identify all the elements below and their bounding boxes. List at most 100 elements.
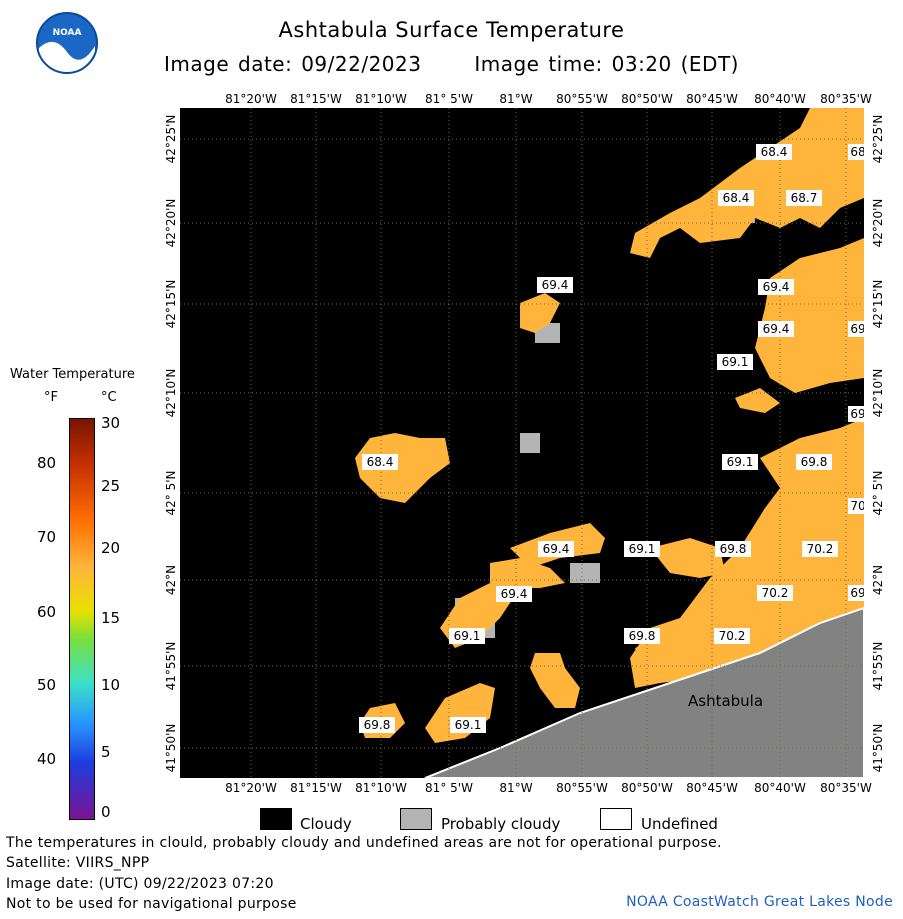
legend-title: Water Temperature <box>10 367 135 382</box>
longitude-label-top: 81°15'W <box>290 92 342 106</box>
noaa-logo-icon: NOAA <box>36 12 98 74</box>
temperature-label-box <box>756 144 792 160</box>
temperature-label: 69 <box>850 322 864 336</box>
latitude-label-right: 41°55'N <box>871 641 885 691</box>
undefined-label: Undefined <box>641 815 718 833</box>
fahrenheit-tick: 80 <box>37 454 57 472</box>
latitude-label-left: 42°20'N <box>164 198 178 248</box>
fahrenheit-tick: 50 <box>37 676 57 694</box>
temperature-label-box <box>802 541 838 557</box>
temperature-label: 69.1 <box>629 542 656 556</box>
temperature-labels: 68.4 68.4 68 68.7 69.4 69.4 69.4 69 69.1 69 68.4 69… <box>359 144 864 733</box>
latitude-label-right: 42°15'N <box>871 279 885 329</box>
temperature-label-box <box>758 279 794 295</box>
latitude-label-right: 42° 5'N <box>871 470 885 516</box>
temperature-map[interactable]: Ashtabula 68.4 68.4 68 68.7 69.4 69.4 69.4 69 69… <box>180 108 864 778</box>
latitude-label-right: 42°10'N <box>871 368 885 418</box>
longitude-label-top: 80°35'W <box>820 92 872 106</box>
temperature-label: 69.4 <box>763 322 790 336</box>
latitude-label-left: 42° 5'N <box>164 470 178 516</box>
celsius-tick: 20 <box>101 539 121 557</box>
fahrenheit-tick: 40 <box>37 750 57 768</box>
probably-cloudy-swatch <box>400 808 432 830</box>
temperature-label-box <box>848 585 864 601</box>
temperature-label-box <box>848 144 864 160</box>
temperature-label: 69.1 <box>727 455 754 469</box>
longitude-label-bottom: 80°50'W <box>621 781 673 795</box>
longitude-label-bottom: 81°15'W <box>290 781 342 795</box>
temperature-label-box <box>715 541 751 557</box>
temperature-label: 70.2 <box>807 542 834 556</box>
latitude-label-right: 42°25'N <box>871 114 885 164</box>
temperature-label-box <box>848 406 864 422</box>
temperature-label: 69.8 <box>801 455 828 469</box>
longitude-label-top: 80°50'W <box>621 92 673 106</box>
latitude-label-left: 42°N <box>164 564 178 596</box>
color-scale-bar <box>69 418 95 820</box>
temperature-label: 69.8 <box>364 718 391 732</box>
latitude-label-left: 41°55'N <box>164 641 178 691</box>
temperature-label: 69.1 <box>455 718 482 732</box>
longitude-label-bottom: 81°10'W <box>355 781 407 795</box>
undefined-swatch <box>600 808 632 830</box>
image-date: Image date: 09/22/2023 <box>164 52 422 76</box>
temperature-label-box <box>722 454 758 470</box>
temperature-label: 69.4 <box>543 542 570 556</box>
temperature-label-box <box>786 190 822 206</box>
cloudy-swatch <box>260 808 292 830</box>
temperature-label-box <box>537 277 573 293</box>
fahrenheit-tick: 60 <box>37 603 57 621</box>
latitude-label-left: 42°10'N <box>164 368 178 418</box>
temperature-label: 70.2 <box>719 629 746 643</box>
celsius-tick: 15 <box>101 609 121 627</box>
temperature-label-box <box>624 541 660 557</box>
temperature-label: 68 <box>850 145 864 159</box>
unit-celsius: °C <box>101 390 117 405</box>
temperature-label: 69.1 <box>454 629 481 643</box>
temperature-label: 69.4 <box>501 587 528 601</box>
image-datetime: Image date: 09/22/2023 Image time: 03:20… <box>0 52 903 76</box>
temperature-label: 69.8 <box>629 629 656 643</box>
longitude-label-top: 80°45'W <box>686 92 738 106</box>
latitude-label-right: 42°20'N <box>871 198 885 248</box>
temperature-label-box <box>848 498 864 514</box>
temperature-label: 70.2 <box>762 586 789 600</box>
celsius-tick: 30 <box>101 414 121 432</box>
longitude-label-top: 81°20'W <box>225 92 277 106</box>
temperature-label: 68.4 <box>761 145 788 159</box>
unit-fahrenheit: °F <box>44 390 58 405</box>
longitude-label-bottom: 80°45'W <box>686 781 738 795</box>
map-title: Ashtabula Surface Temperature <box>278 18 625 42</box>
temperature-label: 68.7 <box>791 191 818 205</box>
place-label-ashtabula: Ashtabula <box>688 692 763 710</box>
temperature-label-box <box>359 717 395 733</box>
longitude-label-top: 80°55'W <box>556 92 608 106</box>
temperature-label: 68.4 <box>723 191 750 205</box>
temperature-label: 69.4 <box>542 278 569 292</box>
temperature-label: 70 <box>850 499 864 513</box>
image-time: Image time: 03:20 (EDT) <box>474 52 739 76</box>
latitude-label-left: 42°15'N <box>164 279 178 329</box>
temperature-label-box <box>796 454 832 470</box>
temperature-label-box <box>757 585 793 601</box>
celsius-tick: 10 <box>101 676 121 694</box>
celsius-tick: 25 <box>101 477 121 495</box>
navigation-warning: Not to be used for navigational purpose <box>6 896 297 912</box>
temperature-label: 69 <box>850 586 864 600</box>
longitude-label-bottom: 80°40'W <box>754 781 806 795</box>
longitude-label-bottom: 81°20'W <box>225 781 277 795</box>
celsius-tick: 0 <box>101 803 111 821</box>
temperature-label-box <box>848 321 864 337</box>
longitude-label-top: 81°10'W <box>355 92 407 106</box>
warm-water-areas <box>355 108 864 743</box>
credit-link[interactable]: NOAA CoastWatch Great Lakes Node <box>626 894 893 910</box>
probably-cloudy-label: Probably cloudy <box>441 815 561 833</box>
temperature-label: 69.4 <box>763 280 790 294</box>
satellite-text: Satellite: VIIRS_NPP <box>6 855 150 871</box>
temperature-label-box <box>718 190 754 206</box>
temperature-label: 69.8 <box>720 542 747 556</box>
temperature-label-box <box>714 628 750 644</box>
temperature-label: 69 <box>850 407 864 421</box>
latitude-label-right: 41°50'N <box>871 723 885 773</box>
logo-text: NOAA <box>53 28 82 38</box>
